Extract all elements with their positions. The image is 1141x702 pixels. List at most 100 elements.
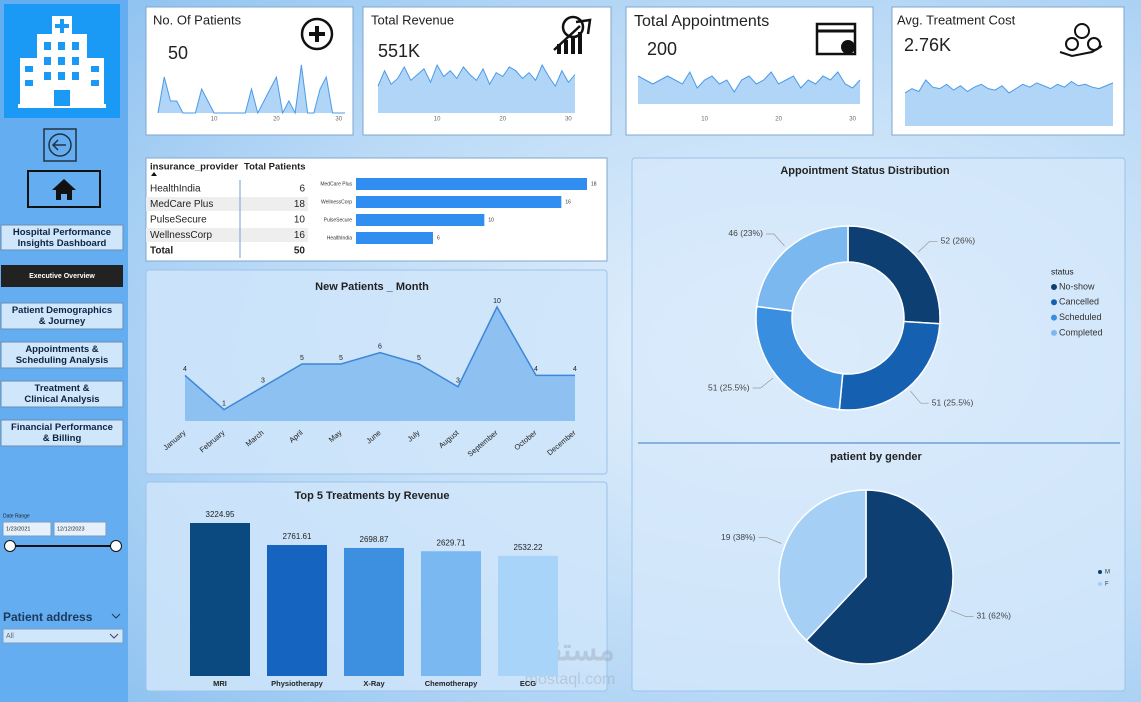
bar <box>421 551 481 676</box>
data-label: 3 <box>456 378 460 385</box>
area-fill <box>185 307 575 421</box>
bar <box>356 178 587 190</box>
bar-label: PulseSecure <box>324 217 353 223</box>
legend-marker <box>1098 570 1102 574</box>
data-label: 1 <box>222 400 226 407</box>
data-label: 5 <box>300 355 304 362</box>
slider-handle[interactable] <box>110 540 122 552</box>
date-range-label: Date Range <box>3 513 30 519</box>
data-label: 4 <box>573 366 577 373</box>
table-cell: WellnessCorp <box>150 230 212 241</box>
bar <box>356 214 485 226</box>
chart-title: Appointment Status Distribution <box>780 165 950 177</box>
legend-marker <box>1051 299 1057 306</box>
nav-button[interactable] <box>0 380 124 408</box>
leader-line <box>910 390 929 404</box>
kpi-value: 50 <box>168 43 188 63</box>
data-label: 31 (62%) <box>976 611 1011 621</box>
table-cell: 10 <box>294 215 306 226</box>
x-tick-label: 20 <box>499 117 506 123</box>
data-label: 4 <box>183 366 187 373</box>
date-input[interactable] <box>53 521 107 537</box>
nav-label: Patient Demographics & Journey <box>12 305 112 327</box>
bar <box>356 196 562 208</box>
nav-button-active[interactable] <box>1 265 123 287</box>
legend-label: M <box>1105 570 1110 576</box>
row-band <box>240 197 308 211</box>
leader-line <box>917 240 938 253</box>
nav-label: Appointments & Scheduling Analysis <box>16 344 109 366</box>
data-label: 2698.87 <box>360 535 389 544</box>
data-label: 2532.22 <box>514 543 543 552</box>
nav-button[interactable] <box>0 419 124 447</box>
chart-title: Top 5 Treatments by Revenue <box>294 490 449 502</box>
table-cell: 18 <box>294 199 306 210</box>
data-label: 6 <box>437 235 440 241</box>
kpi-icon <box>300 15 1103 58</box>
back-button[interactable] <box>43 128 77 162</box>
legend-marker <box>1051 314 1057 321</box>
x-tick-label: ECG <box>520 679 536 688</box>
chevron <box>111 613 121 619</box>
data-label: 5 <box>417 355 421 362</box>
back-icon <box>48 133 72 157</box>
kpi-value: 551K <box>378 41 420 61</box>
x-tick-label: 30 <box>565 117 572 123</box>
data-label: 2629.71 <box>437 538 466 547</box>
nav-button[interactable] <box>0 341 124 369</box>
row-band <box>146 197 240 211</box>
data-label: 3224.95 <box>206 510 235 519</box>
x-tick-label: 10 <box>701 117 708 123</box>
date-input[interactable] <box>2 521 52 537</box>
slider-handle[interactable] <box>4 540 16 552</box>
nav-button[interactable] <box>0 224 124 251</box>
kpi-title: Total Revenue <box>371 12 454 27</box>
bar <box>267 544 327 676</box>
legend-label: No-show <box>1059 281 1095 291</box>
kpi-title: No. Of Patients <box>153 12 242 27</box>
nav-label: Financial Performance & Billing <box>11 422 113 444</box>
nav-button[interactable] <box>0 302 124 330</box>
x-tick-label: Chemotherapy <box>425 679 478 688</box>
date-start: 1/23/2021 <box>6 526 30 532</box>
bar <box>190 523 250 676</box>
line <box>904 79 1114 94</box>
back-arrow <box>51 139 66 151</box>
chart-card <box>631 157 1126 692</box>
data-label: 18 <box>591 181 597 187</box>
data-label: 6 <box>378 343 382 350</box>
x-tick-label: MRI <box>213 679 227 688</box>
x-tick-label: 30 <box>849 117 856 123</box>
nav-label: Treatment & Clinical Analysis <box>24 383 99 405</box>
x-tick-label: 30 <box>335 117 342 123</box>
data-label: 2761.61 <box>283 532 312 541</box>
bar <box>498 555 558 676</box>
row-band <box>146 228 240 242</box>
bar <box>356 232 433 244</box>
leader-line <box>765 233 785 247</box>
home-button[interactable] <box>27 170 101 208</box>
legend-marker <box>1098 582 1102 586</box>
data-label: 4 <box>534 366 538 373</box>
leader-line <box>758 537 782 544</box>
x-tick-label: 10 <box>211 117 218 123</box>
kpi-title: Total Appointments <box>634 13 769 30</box>
x-tick-label: X-Ray <box>363 679 385 688</box>
bar-label: MedCare Plus <box>320 181 352 187</box>
data-label: 51 (25.5%) <box>708 382 750 392</box>
legend-marker <box>1051 329 1057 336</box>
legend-label: Scheduled <box>1059 312 1102 322</box>
chevron <box>109 633 119 639</box>
address-label: Patient address <box>3 610 93 624</box>
kpi-value: 200 <box>647 39 677 59</box>
bar-label: HealthIndia <box>327 235 353 241</box>
address-dropdown[interactable] <box>2 628 124 644</box>
data-label: 10 <box>488 217 494 223</box>
table-cell: HealthIndia <box>150 184 201 195</box>
data-label: 3 <box>261 378 265 385</box>
sort-icon <box>151 172 157 176</box>
kpi-value: 2.76K <box>904 35 951 55</box>
nav-label: Executive Overview <box>29 273 95 280</box>
table-cell: PulseSecure <box>150 215 207 226</box>
